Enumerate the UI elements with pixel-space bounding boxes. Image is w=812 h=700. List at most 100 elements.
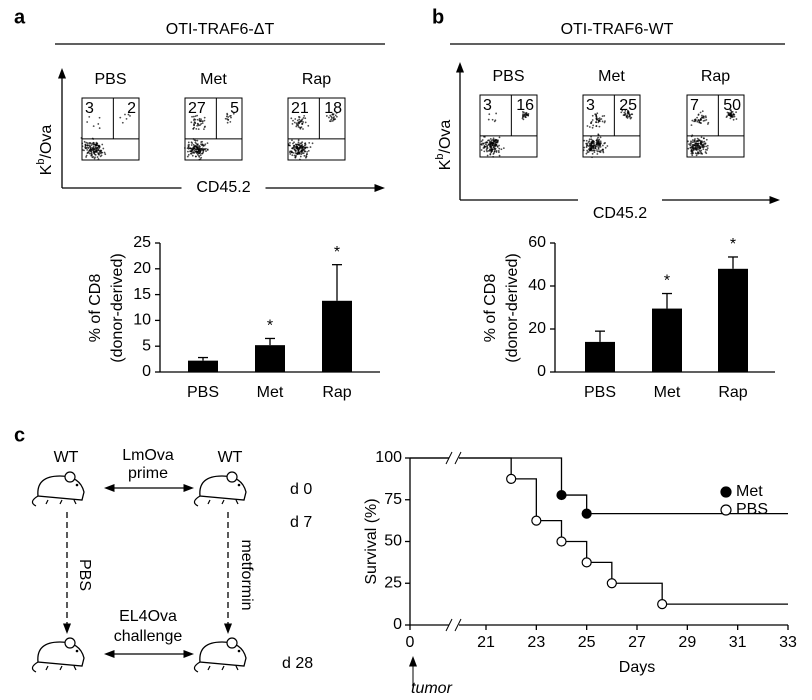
flow-dot [197,123,199,126]
flow-dot [187,150,189,153]
flow-dot [97,144,100,147]
flow-dot [729,117,732,120]
y-label-sup: b [434,154,446,160]
flow-dot [628,115,631,118]
flow-dot [480,149,483,151]
flow-dot [188,144,190,146]
flow-dot [199,151,201,153]
flow-dot [227,118,230,121]
day-label: d 0 [290,481,312,498]
plot-label: PBS [492,68,524,85]
flow-dot [493,143,496,145]
flow-dot [289,153,292,155]
flow-dot [593,149,596,152]
flow-dot [596,112,599,115]
flow-dot [129,115,131,117]
significance: * [334,244,340,261]
flow-dot [696,116,699,119]
y-tick-label: 25 [133,234,151,251]
flow-dot [293,121,296,124]
flow-dot [524,113,526,116]
flow-dot [200,141,203,143]
quadrant-value: 3 [85,100,94,117]
flow-dot [98,146,101,149]
flow-dot [601,120,604,123]
flow-dot [691,144,694,146]
flow-dot [489,142,492,145]
flow-dot [193,126,195,129]
flow-dot [295,122,298,125]
flow-dot [94,154,97,156]
flow-dot [493,150,496,153]
flow-dot [594,145,597,148]
flow-dot [302,128,304,130]
flow-dot [599,142,602,144]
flow-dot [631,113,634,116]
flow-dot [85,154,88,157]
flow-dot [300,151,303,154]
quadrant-value: 2 [127,100,136,117]
annotation: tumor [411,680,453,697]
flow-dot [701,114,703,117]
edge-label: challenge [114,628,183,645]
flow-dot [293,154,296,157]
flow-dot [95,150,98,153]
flow-dot [88,142,91,145]
flow-dot [329,114,332,117]
break-gap [449,454,459,462]
flow-dot [600,118,603,120]
flow-dot [583,139,586,142]
dot-cloud [183,112,235,161]
flow-dot [585,152,588,155]
flow-dot [693,147,695,150]
flow-dot [590,122,592,124]
x-label-bg [578,197,662,203]
flow-dot [86,142,89,145]
flow-dot [606,145,609,147]
flow-dot [203,116,206,119]
quadrant-value: 3 [586,97,595,114]
flow-dot [490,139,493,142]
survival-marker [556,489,567,501]
flow-dot [226,112,229,115]
x-tick-label: 0 [406,634,415,651]
flow-dot [481,143,483,146]
flow-dot [702,115,705,118]
flow-dot [687,147,690,150]
plot-frame [582,94,641,158]
flow-dot [628,113,631,116]
flow-dot [86,144,89,146]
flow-dot [704,148,707,151]
flow-dot [727,112,730,114]
flow-dot [302,116,305,119]
flow-dot [595,139,598,142]
flow-dot [196,139,199,142]
flow-title: OTI-TRAF6-WT [561,21,674,38]
flow-dot [86,151,89,154]
flow-dot [297,149,300,152]
flow-dot [586,149,589,152]
flow-dot [693,120,695,123]
flow-dot [299,155,302,158]
flow-dot [585,142,588,145]
arrow-head [183,650,194,658]
flow-dot [301,122,304,125]
flow-dot [484,143,487,146]
flow-dot [196,124,199,127]
y-tick-label: 5 [142,337,151,354]
flow-dot [495,150,498,152]
flow-dot [600,149,602,152]
flow-dot [190,144,193,146]
flow-dot [498,144,500,147]
flow-dot [596,119,598,121]
flow-dot [590,138,593,141]
flow-dot [486,145,488,148]
flow-dot [201,143,204,146]
flow-dot [227,116,230,118]
flow-dot [624,109,627,112]
flow-dot [492,139,495,142]
arrow-head [374,184,385,192]
bar [718,268,748,372]
flow-dot [490,147,493,150]
